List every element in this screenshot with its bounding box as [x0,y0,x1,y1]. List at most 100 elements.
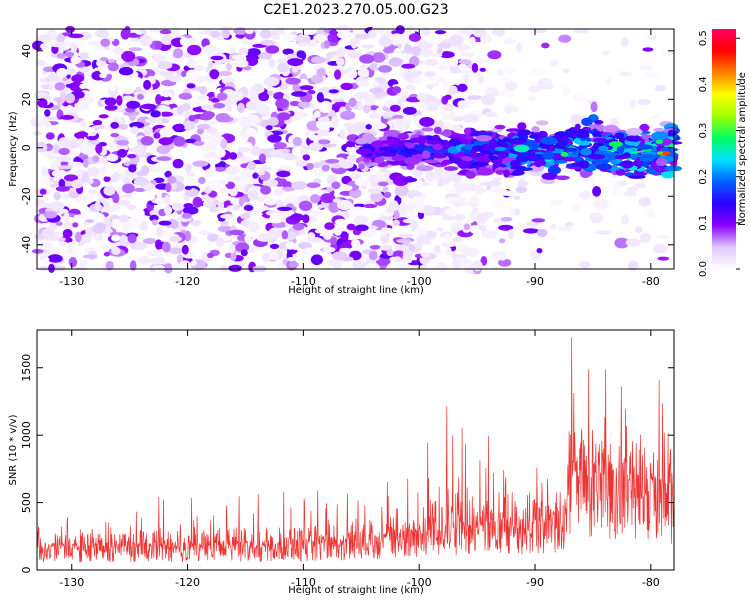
heatmap-cell [151,219,158,226]
heatmap-cell [103,176,111,182]
heatmap-cell [451,157,463,163]
heatmap-cell [481,229,498,238]
heatmap-cell [325,159,340,164]
heatmap-cell [520,151,531,157]
heatmap-x-axis-label: Height of straight line (km) [288,285,424,296]
heatmap-cell [434,30,446,35]
heatmap-cell [63,212,70,223]
heatmap-cell [340,231,349,243]
heatmap-cell [244,234,252,243]
heatmap-cell [356,100,363,111]
heatmap-cell [269,243,280,250]
heatmap-cell [408,33,421,42]
heatmap-cell [657,151,664,155]
heatmap-cell [360,64,368,70]
heatmap-cell [317,116,330,123]
heatmap-cell [263,76,280,87]
heatmap-cell [358,163,365,170]
heatmap-cell [337,199,353,211]
heatmap-cell [498,151,507,159]
heatmap-cell [58,193,70,199]
heatmap-cell [592,186,602,197]
heatmap-cell [155,196,165,205]
heatmap-cell [205,141,218,152]
heatmap-cell [573,28,590,34]
heatmap-cell [579,261,591,269]
heatmap-cell [432,143,443,151]
colorbar-gradient [712,29,736,269]
y-tick-label: 20 [20,92,33,106]
heatmap-cell [191,220,202,227]
heatmap-cell [215,166,226,172]
heatmap-cell [366,225,379,230]
heatmap-cell [82,158,89,168]
heatmap-cell [260,39,276,46]
heatmap-cell [82,254,97,259]
heatmap-cell [496,169,503,175]
heatmap-cell [95,29,110,39]
heatmap-cell [298,78,309,87]
heatmap-cell [87,166,99,177]
heatmap-cell [128,47,143,52]
heatmap-cell [56,33,65,44]
heatmap-cell [354,178,371,187]
heatmap-cell [127,154,137,159]
heatmap-cell [273,91,285,101]
heatmap-cell [463,223,471,230]
heatmap-cell [331,116,340,125]
heatmap-cell [371,140,384,148]
heatmap-cell [394,185,409,197]
heatmap-cell [68,257,78,268]
heatmap-cell [388,200,399,212]
heatmap-cell [140,165,150,176]
heatmap-cell [162,241,171,253]
heatmap-cell [143,126,153,136]
heatmap-cell [282,48,294,55]
heatmap-cell [156,145,171,155]
heatmap-cell [402,249,413,260]
heatmap-cell [159,29,172,35]
heatmap-cell [269,212,283,224]
heatmap-cell [192,196,203,208]
heatmap-cell [311,161,323,169]
heatmap-cell [192,160,209,167]
chart-title: C2E1.2023.270.05.00.G23 [263,2,448,18]
heatmap-cell [444,94,452,100]
heatmap-cell [161,100,176,105]
heatmap-cell [56,155,72,163]
heatmap-cell [306,162,314,170]
heatmap-cell [412,77,423,84]
heatmap-cell [94,200,101,212]
x-tick-label: -120 [175,275,200,288]
heatmap-cell [424,71,437,78]
heatmap-cell [504,105,519,114]
heatmap-cell [594,120,604,125]
heatmap-cell [41,228,55,238]
heatmap-cell [208,165,216,177]
heatmap-cell [348,97,357,108]
heatmap-cell [491,28,504,36]
heatmap-cell [558,34,572,43]
heatmap-cell [522,228,539,234]
heatmap-cell [115,186,124,193]
heatmap-cell [354,224,369,232]
heatmap-cell [662,50,678,57]
heatmap-cell [315,169,322,179]
heatmap-cell [173,48,184,59]
heatmap-cell [45,132,55,140]
heatmap-cell [517,181,529,187]
heatmap-cell [308,236,323,243]
heatmap-cell [378,65,392,73]
heatmap-cell [641,161,650,167]
heatmap-cell [276,27,285,34]
heatmap-cell [57,165,73,170]
heatmap-cell [433,126,442,134]
heatmap-cell [145,118,157,124]
y-tick-label: 500 [20,492,33,513]
heatmap-cell [126,100,141,109]
heatmap-cell [36,141,48,153]
heatmap-cell [88,189,97,194]
heatmap-cell [65,83,79,89]
heatmap-cell [159,106,171,112]
